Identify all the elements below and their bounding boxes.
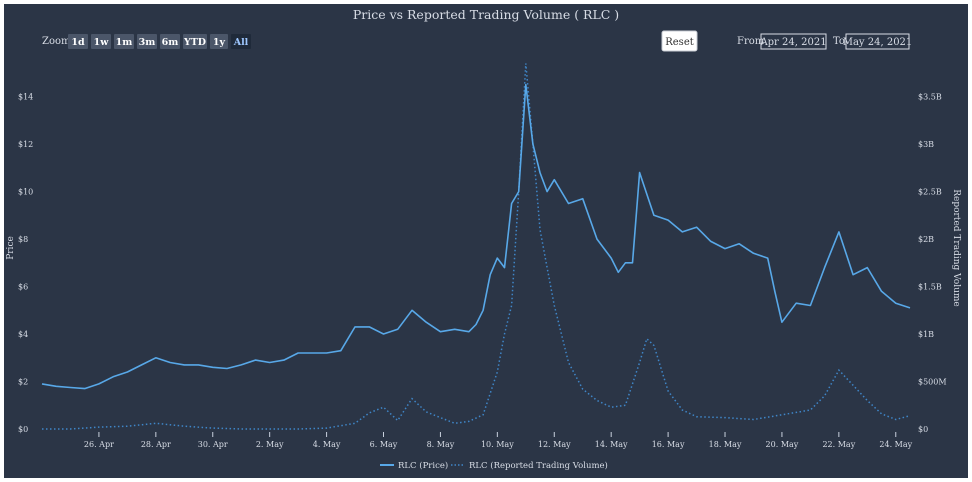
zoom-button-3m[interactable]: 3m bbox=[137, 34, 157, 49]
x-tick-label: 22. May bbox=[822, 440, 855, 449]
zoom-button-1y[interactable]: 1y bbox=[210, 34, 228, 49]
y-left-tick-label: $14 bbox=[18, 93, 33, 102]
zoom-button-1m[interactable]: 1m bbox=[114, 34, 134, 49]
zoom-button-label: 1y bbox=[213, 37, 226, 48]
zoom-button-group: 1d 1w 1m 3m 6m YTD 1y All bbox=[68, 34, 251, 49]
y-left-tick-label: $0 bbox=[18, 425, 28, 434]
reset-button-label: Reset bbox=[665, 37, 694, 48]
legend-item-price[interactable]: RLC (Price) bbox=[380, 460, 448, 471]
range-to-label: To bbox=[833, 36, 845, 47]
y-right-axis-title: Reported Trading Volume bbox=[951, 189, 961, 307]
legend-price-label: RLC (Price) bbox=[398, 460, 448, 471]
zoom-button-1d[interactable]: 1d bbox=[68, 34, 88, 49]
x-tick-label: 2. May bbox=[256, 440, 284, 449]
x-tick-label: 24. May bbox=[879, 440, 912, 449]
y-right-tick-label: $0 bbox=[918, 425, 928, 434]
y-left-tick-label: $12 bbox=[18, 140, 33, 149]
legend-item-volume[interactable]: RLC (Reported Trading Volume) bbox=[451, 460, 608, 471]
x-tick-label: 30. Apr bbox=[198, 440, 228, 449]
zoom-button-label: All bbox=[233, 37, 249, 48]
series-line-volume bbox=[42, 63, 911, 430]
range-to-input[interactable]: May 24, 2021 bbox=[843, 33, 913, 50]
x-tick-label: 10. May bbox=[481, 440, 514, 449]
y-right-tick-label: $1B bbox=[918, 330, 934, 339]
y-left-tick-label: $4 bbox=[18, 330, 28, 339]
chart-container: Price vs Reported Trading Volume ( RLC )… bbox=[4, 4, 968, 478]
zoom-button-1w[interactable]: 1w bbox=[91, 34, 111, 49]
y-right-tick-label: $500M bbox=[918, 378, 947, 387]
range-to-value: May 24, 2021 bbox=[843, 37, 913, 48]
legend-volume-label: RLC (Reported Trading Volume) bbox=[469, 460, 608, 471]
x-tick-label: 18. May bbox=[709, 440, 742, 449]
y-left-axis-title: Price bbox=[6, 236, 16, 260]
x-tick-label: 4. May bbox=[313, 440, 341, 449]
x-tick-label: 26. Apr bbox=[84, 440, 114, 449]
range-from-label: From bbox=[737, 36, 765, 47]
range-from-input[interactable]: Apr 24, 2021 bbox=[759, 33, 827, 50]
y-left-tick-labels: $0 $2 $4 $6 $8 $10 $12 $14 bbox=[18, 93, 33, 434]
y-left-tick-label: $2 bbox=[18, 378, 28, 387]
series-line-price bbox=[41, 83, 911, 390]
x-tick-label: 14. May bbox=[595, 440, 628, 449]
y-left-tick-label: $6 bbox=[18, 283, 28, 292]
x-tick-label: 16. May bbox=[652, 440, 685, 449]
y-right-tick-labels: $0 $500M $1B $1.5B $2B $2.5B $3B $3.5B bbox=[918, 93, 947, 434]
reset-button[interactable]: Reset bbox=[661, 30, 698, 52]
range-from-value: Apr 24, 2021 bbox=[759, 37, 826, 48]
y-left-tick-label: $8 bbox=[18, 235, 28, 244]
chart-title: Price vs Reported Trading Volume ( RLC ) bbox=[353, 7, 619, 22]
chart-svg: Price vs Reported Trading Volume ( RLC )… bbox=[6, 7, 961, 471]
y-right-tick-label: $3B bbox=[918, 140, 934, 149]
legend: RLC (Price) RLC (Reported Trading Volume… bbox=[380, 460, 608, 471]
zoom-label: Zoom bbox=[42, 36, 71, 47]
zoom-button-label: 3m bbox=[139, 37, 156, 48]
zoom-button-label: 1w bbox=[94, 37, 110, 48]
zoom-button-ytd[interactable]: YTD bbox=[183, 34, 207, 49]
x-tick-label: 6. May bbox=[370, 440, 398, 449]
zoom-button-label: 1m bbox=[116, 37, 133, 48]
zoom-button-6m[interactable]: 6m bbox=[160, 34, 180, 49]
x-tick-label: 20. May bbox=[766, 440, 799, 449]
y-right-tick-label: $2B bbox=[918, 235, 934, 244]
x-tick-label: 8. May bbox=[427, 440, 455, 449]
zoom-button-label: YTD bbox=[183, 37, 206, 48]
zoom-button-label: 1d bbox=[71, 37, 85, 48]
y-left-tick-label: $10 bbox=[18, 188, 33, 197]
x-tick-label: 28. Apr bbox=[141, 440, 171, 449]
zoom-button-all[interactable]: All bbox=[231, 34, 251, 49]
y-right-tick-label: $1.5B bbox=[918, 283, 942, 292]
y-right-tick-label: $3.5B bbox=[918, 93, 942, 102]
x-tick-label: 12. May bbox=[538, 440, 571, 449]
x-tick-labels: 26. Apr 28. Apr 30. Apr 2. May 4. May 6. May 8… bbox=[84, 432, 913, 449]
y-right-tick-label: $2.5B bbox=[918, 188, 942, 197]
zoom-button-label: 6m bbox=[162, 37, 179, 48]
